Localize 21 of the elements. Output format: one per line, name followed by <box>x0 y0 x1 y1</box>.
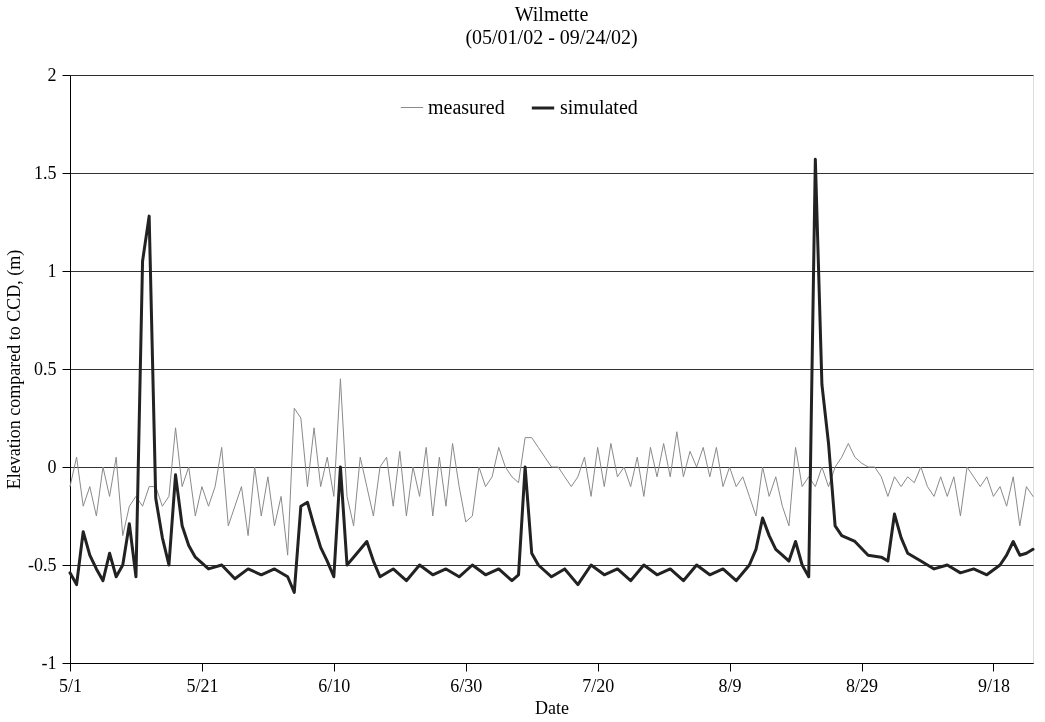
x-tick-label: 6/10 <box>318 675 351 696</box>
y-tick-label: 0 <box>47 456 57 477</box>
y-tick-label: 2 <box>47 64 57 85</box>
y-tick-label: -0.5 <box>28 554 57 575</box>
y-tick-label: 1 <box>47 260 57 281</box>
x-tick-label: 5/1 <box>58 675 83 696</box>
x-axis-title: Date <box>535 697 569 718</box>
x-tick-label: 8/9 <box>718 675 742 696</box>
y-tick-label: 1.5 <box>34 162 57 183</box>
y-tick-label: 0.5 <box>34 358 57 379</box>
y-axis-title: Elevation compared to CCD, (m) <box>4 249 26 490</box>
legend-label: simulated <box>560 96 638 118</box>
x-tick-label: 7/20 <box>582 675 615 696</box>
chart-subtitle: (05/01/02 - 09/24/02) <box>465 26 638 49</box>
legend-label: measured <box>428 95 505 118</box>
x-tick-label: 5/21 <box>186 675 219 696</box>
y-tick-label: -1 <box>41 652 57 673</box>
x-tick-label: 6/30 <box>450 675 483 696</box>
x-tick-label: 8/29 <box>846 675 879 696</box>
chart-title: Wilmette <box>514 3 589 25</box>
x-tick-label: 9/18 <box>977 675 1010 696</box>
